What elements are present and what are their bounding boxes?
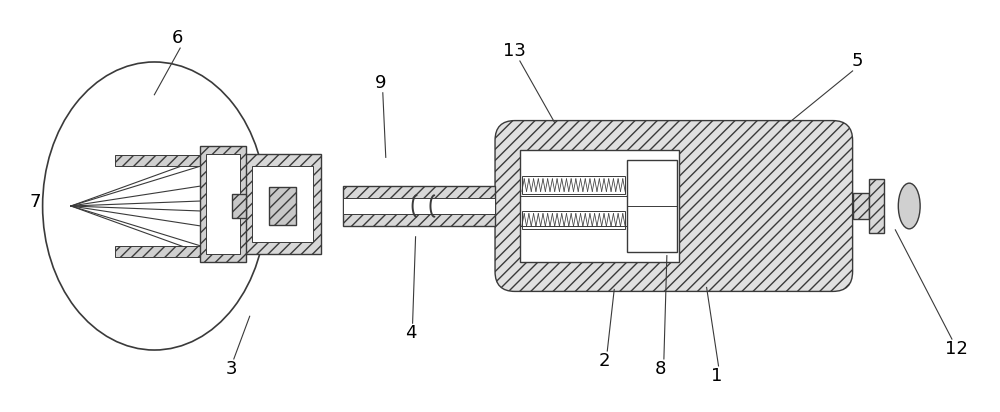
Bar [522,211,625,229]
Text: 3: 3 [226,360,238,378]
Bar [343,186,495,226]
Text: 8: 8 [655,360,667,378]
Bar [343,198,495,214]
Bar [853,193,869,219]
Bar [206,154,240,254]
Bar [252,166,313,242]
Bar [520,150,679,262]
Text: 4: 4 [405,324,416,342]
Bar [627,160,677,252]
Text: 6: 6 [172,29,183,47]
Text: 7: 7 [29,193,41,211]
Bar [522,176,625,194]
Text: 2: 2 [599,352,610,370]
Text: 13: 13 [503,42,526,60]
Bar [200,146,246,262]
Bar [115,155,200,166]
Bar [869,179,884,233]
Ellipse shape [898,183,920,229]
Bar [232,194,246,218]
Text: 9: 9 [375,74,387,92]
FancyBboxPatch shape [495,121,853,291]
Text: 1: 1 [711,367,722,385]
Bar [115,246,200,257]
Text: 5: 5 [852,52,863,70]
Bar [244,154,321,254]
Bar [269,187,296,225]
Text: 12: 12 [945,340,968,358]
